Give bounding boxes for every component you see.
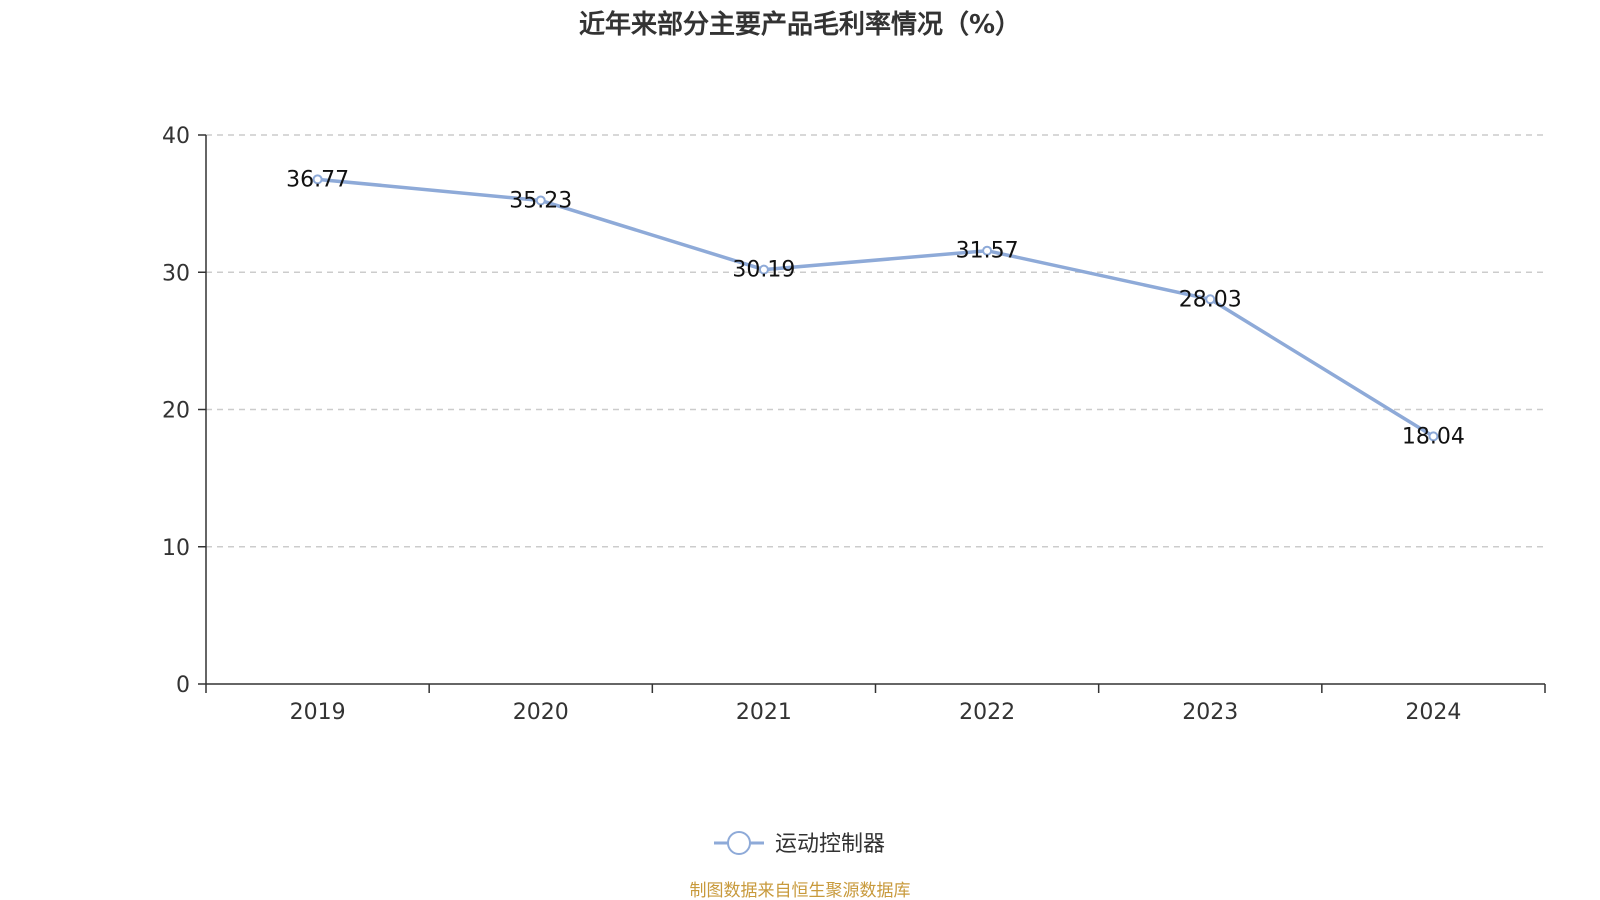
- x-tick-label: 2019: [290, 700, 346, 725]
- data-point: [1205, 294, 1216, 305]
- x-tick-label: 2020: [513, 700, 569, 725]
- y-tick-label: 0: [176, 673, 190, 698]
- data-label: 28.03: [1179, 287, 1242, 312]
- chart-title: 近年来部分主要产品毛利率情况（%）: [579, 9, 1021, 40]
- x-tick-label: 2024: [1405, 700, 1461, 725]
- data-point: [758, 264, 769, 275]
- source-note: 制图数据来自恒生聚源数据库: [690, 881, 911, 900]
- legend-label: 运动控制器: [775, 832, 885, 857]
- y-tick-label: 20: [162, 399, 190, 424]
- x-tick-label: 2022: [959, 700, 1015, 725]
- data-point: [1428, 431, 1439, 442]
- x-tick-label: 2023: [1182, 700, 1238, 725]
- data-point: [982, 245, 993, 256]
- data-label: 31.57: [956, 239, 1019, 264]
- data-label: 30.19: [732, 258, 795, 283]
- axes: 0 10 20 30 40 2019 2020 2021 2022 2023 2024: [162, 124, 1546, 725]
- data-point: [312, 174, 323, 185]
- x-tick-label: 2021: [736, 700, 792, 725]
- data-label: 18.04: [1402, 424, 1465, 449]
- y-tick-label: 10: [162, 536, 190, 561]
- data-point: [535, 195, 546, 206]
- series-layer: [312, 174, 1439, 442]
- data-labels: 36.77 35.23 30.19 31.57 28.03 18.04: [286, 167, 1465, 449]
- legend[interactable]: 运动控制器: [714, 831, 885, 857]
- data-label: 35.23: [509, 188, 572, 213]
- legend-marker-icon: [727, 831, 751, 855]
- data-label: 36.77: [286, 167, 349, 192]
- y-tick-label: 30: [162, 261, 190, 286]
- series-line: [317, 177, 1435, 438]
- gridlines: [206, 134, 1545, 548]
- y-tick-label: 40: [162, 124, 190, 149]
